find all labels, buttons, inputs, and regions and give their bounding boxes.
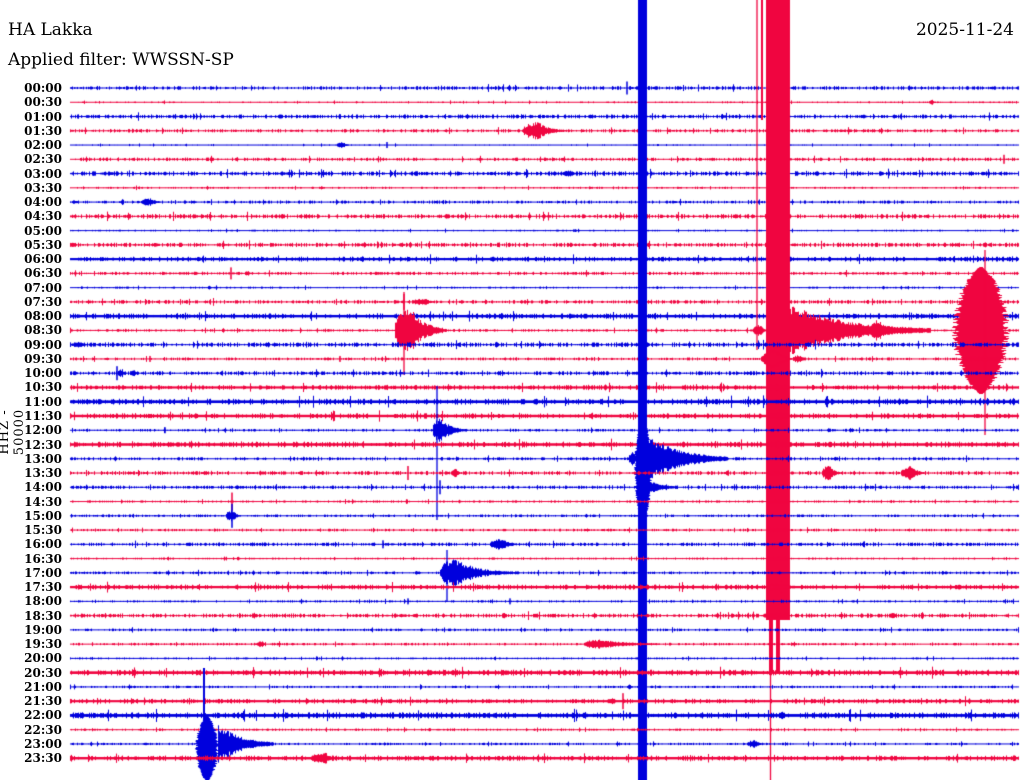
row-time-label: 07:30 bbox=[24, 294, 62, 309]
row-time-label: 10:00 bbox=[24, 366, 62, 381]
row-time-label: 06:30 bbox=[24, 266, 62, 281]
row-time-label: 23:30 bbox=[24, 751, 62, 766]
row-time-label: 09:30 bbox=[24, 351, 62, 366]
row-time-label: 22:30 bbox=[24, 722, 62, 737]
row-time-label: 20:00 bbox=[24, 651, 62, 666]
row-time-label: 13:30 bbox=[24, 466, 62, 481]
row-time-label: 11:00 bbox=[24, 394, 62, 409]
row-time-label: 15:30 bbox=[24, 523, 62, 538]
row-time-label: 15:00 bbox=[24, 508, 62, 523]
row-time-label: 18:00 bbox=[24, 594, 62, 609]
row-time-label: 14:30 bbox=[24, 494, 62, 509]
row-time-label: 00:30 bbox=[24, 95, 62, 110]
row-time-label: 04:00 bbox=[24, 195, 62, 210]
row-time-label: 14:00 bbox=[24, 480, 62, 495]
row-time-label: 17:00 bbox=[24, 565, 62, 580]
row-time-label: 03:00 bbox=[24, 166, 62, 181]
row-time-label: 19:30 bbox=[24, 637, 62, 652]
row-time-label: 23:00 bbox=[24, 736, 62, 751]
row-time-label: 08:00 bbox=[24, 309, 62, 324]
row-time-label: 22:00 bbox=[24, 708, 62, 723]
row-time-label: 03:30 bbox=[24, 180, 62, 195]
row-time-label: 01:00 bbox=[24, 109, 62, 124]
row-time-label: 13:00 bbox=[24, 451, 62, 466]
row-time-label: 10:30 bbox=[24, 380, 62, 395]
row-time-label: 12:00 bbox=[24, 423, 62, 438]
row-time-label: 00:00 bbox=[24, 81, 62, 95]
row-time-label: 19:00 bbox=[24, 622, 62, 637]
row-time-labels: 00:00 00:30 01:00 01:30 02:00 02:30 03:00 03:30… bbox=[0, 0, 62, 780]
row-time-label: 16:00 bbox=[24, 537, 62, 552]
row-time-label: 12:30 bbox=[24, 437, 62, 452]
row-time-label: 21:00 bbox=[24, 679, 62, 694]
row-time-label: 01:30 bbox=[24, 123, 62, 138]
row-time-label: 11:30 bbox=[24, 408, 62, 423]
row-time-label: 02:00 bbox=[24, 138, 62, 153]
applied-filter-label: Applied filter: WWSSN-SP bbox=[8, 50, 234, 70]
row-time-label: 04:30 bbox=[24, 209, 62, 224]
row-time-label: 21:30 bbox=[24, 694, 62, 709]
station-title: HA Lakka bbox=[8, 20, 93, 40]
row-time-label: 17:30 bbox=[24, 580, 62, 595]
row-time-label: 02:30 bbox=[24, 152, 62, 167]
row-time-label: 09:00 bbox=[24, 337, 62, 352]
row-time-label: 18:30 bbox=[24, 608, 62, 623]
row-time-label: 20:30 bbox=[24, 665, 62, 680]
row-time-label: 06:00 bbox=[24, 252, 62, 267]
plot-date: 2025-11-24 bbox=[915, 20, 1014, 40]
row-time-label: 05:30 bbox=[24, 237, 62, 252]
row-time-label: 07:00 bbox=[24, 280, 62, 295]
row-time-label: 16:30 bbox=[24, 551, 62, 566]
row-time-label: 08:30 bbox=[24, 323, 62, 338]
row-time-label: 05:00 bbox=[24, 223, 62, 238]
